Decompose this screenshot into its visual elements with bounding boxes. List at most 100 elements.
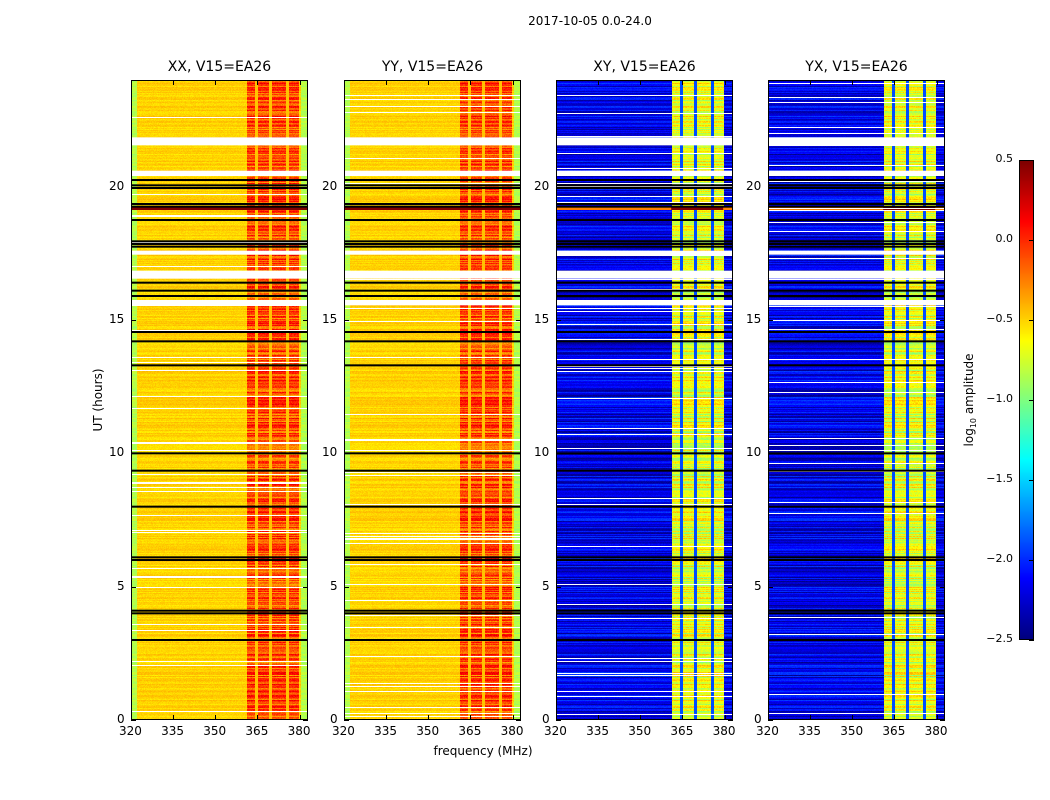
x-tick-mark bbox=[470, 715, 472, 720]
colorbar-tick-label: −1.0 bbox=[986, 392, 1013, 405]
x-tick-label: 380 bbox=[712, 724, 736, 738]
x-tick-mark-top bbox=[810, 80, 812, 85]
x-tick-label: 380 bbox=[500, 724, 524, 738]
y-tick-mark-right bbox=[303, 586, 308, 588]
y-tick-mark-right bbox=[516, 720, 521, 721]
y-tick-mark bbox=[556, 186, 561, 188]
y-tick-label: 5 bbox=[330, 578, 338, 593]
x-tick-label: 335 bbox=[374, 724, 398, 738]
y-tick-mark bbox=[768, 453, 773, 455]
y-tick-mark-right bbox=[940, 453, 945, 455]
x-tick-mark bbox=[810, 715, 812, 720]
y-tick-mark bbox=[556, 320, 561, 321]
y-tick-mark-right bbox=[940, 586, 945, 588]
x-tick-mark-top bbox=[682, 80, 684, 85]
heatmap-xy bbox=[556, 80, 733, 720]
x-tick-mark bbox=[299, 715, 301, 720]
colorbar-tick-label: −2.5 bbox=[986, 632, 1013, 645]
x-tick-mark-top bbox=[299, 80, 301, 85]
colorbar-tick-label: 0.0 bbox=[995, 232, 1014, 245]
y-tick-label: 20 bbox=[746, 178, 762, 193]
y-tick-mark-right bbox=[516, 186, 521, 188]
y-tick-mark bbox=[556, 453, 561, 455]
x-tick-label: 380 bbox=[924, 724, 948, 738]
x-tick-mark-top bbox=[131, 80, 132, 85]
x-tick-mark bbox=[768, 715, 769, 720]
colorbar-tick-mark bbox=[1029, 480, 1034, 481]
x-tick-label: 320 bbox=[756, 724, 779, 738]
x-tick-mark bbox=[344, 715, 345, 720]
x-tick-mark bbox=[428, 715, 430, 720]
y-tick-mark bbox=[344, 586, 349, 588]
x-tick-label: 350 bbox=[416, 724, 440, 738]
x-tick-label: 335 bbox=[586, 724, 610, 738]
x-tick-label: 350 bbox=[840, 724, 864, 738]
x-tick-mark-top bbox=[640, 80, 642, 85]
x-tick-mark-top bbox=[936, 80, 938, 85]
y-tick-mark-right bbox=[303, 453, 308, 455]
panel-title-yx: YX, V15=EA26 bbox=[805, 59, 908, 75]
y-tick-mark-right bbox=[728, 320, 733, 321]
x-tick-mark-top bbox=[852, 80, 854, 85]
x-tick-label: 380 bbox=[287, 724, 311, 738]
y-tick-label: 20 bbox=[322, 178, 338, 193]
y-tick-mark-right bbox=[940, 320, 945, 321]
y-tick-mark-right bbox=[728, 720, 733, 721]
panel-title-yy: YY, V15=EA26 bbox=[381, 59, 484, 75]
x-tick-label: 365 bbox=[882, 724, 906, 738]
y-tick-mark bbox=[344, 320, 349, 321]
y-tick-label: 20 bbox=[534, 178, 550, 193]
x-tick-label: 320 bbox=[544, 724, 567, 738]
panel-title-xy: XY, V15=EA26 bbox=[593, 59, 696, 75]
colorbar-tick-mark bbox=[1029, 640, 1034, 641]
x-tick-label: 365 bbox=[458, 724, 482, 738]
y-tick-label: 10 bbox=[746, 445, 762, 460]
x-tick-mark-top bbox=[598, 80, 600, 85]
y-tick-mark-right bbox=[728, 186, 733, 188]
y-tick-mark bbox=[344, 720, 349, 721]
y-tick-label: 5 bbox=[754, 578, 762, 593]
y-tick-label: 15 bbox=[109, 312, 125, 326]
x-tick-label: 335 bbox=[798, 724, 822, 738]
y-tick-mark-right bbox=[940, 720, 945, 721]
y-tick-label: 15 bbox=[322, 312, 338, 326]
y-tick-mark bbox=[131, 320, 136, 321]
x-tick-mark bbox=[556, 715, 557, 720]
y-tick-mark-right bbox=[303, 720, 308, 721]
x-axis-label: frequency (MHz) bbox=[433, 744, 533, 758]
x-tick-mark-top bbox=[428, 80, 430, 85]
x-tick-mark-top bbox=[724, 80, 726, 85]
colorbar-tick-mark bbox=[1029, 160, 1034, 161]
y-tick-label: 5 bbox=[542, 578, 550, 593]
y-tick-mark bbox=[131, 586, 136, 588]
x-tick-mark bbox=[598, 715, 600, 720]
y-tick-mark bbox=[768, 720, 773, 721]
y-tick-mark-right bbox=[728, 586, 733, 588]
colorbar-tick-mark bbox=[1029, 560, 1034, 561]
colorbar-tick-label: −1.5 bbox=[986, 472, 1013, 485]
x-tick-mark-top bbox=[768, 80, 769, 85]
heatmap-yx bbox=[768, 80, 945, 720]
x-tick-label: 320 bbox=[119, 724, 142, 738]
x-tick-mark bbox=[131, 715, 132, 720]
colorbar-tick-mark bbox=[1029, 240, 1034, 241]
x-tick-label: 350 bbox=[203, 724, 227, 738]
y-tick-label: 20 bbox=[109, 178, 125, 193]
y-tick-mark-right bbox=[303, 186, 308, 188]
x-tick-mark-top bbox=[512, 80, 514, 85]
x-tick-mark-top bbox=[257, 80, 259, 85]
y-tick-mark bbox=[556, 720, 561, 721]
heatmap-xx bbox=[131, 80, 308, 720]
x-tick-mark bbox=[894, 715, 896, 720]
x-tick-mark bbox=[257, 715, 259, 720]
y-tick-label: 0 bbox=[330, 712, 338, 726]
y-tick-label: 0 bbox=[754, 712, 762, 726]
y-tick-mark bbox=[131, 720, 136, 721]
y-tick-mark bbox=[768, 186, 773, 188]
x-tick-mark-top bbox=[386, 80, 388, 85]
y-tick-label: 0 bbox=[117, 712, 125, 726]
x-tick-mark bbox=[724, 715, 726, 720]
colorbar-tick-mark bbox=[1029, 320, 1034, 321]
x-tick-label: 365 bbox=[670, 724, 694, 738]
panel-title-xx: XX, V15=EA26 bbox=[167, 59, 272, 75]
